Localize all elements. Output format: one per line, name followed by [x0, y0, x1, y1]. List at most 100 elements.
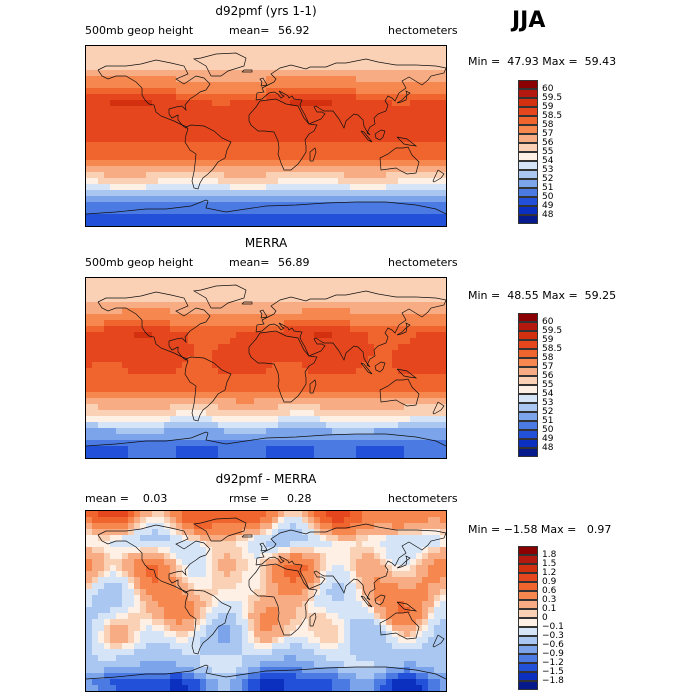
field-cell: [392, 595, 399, 602]
field-cell: [362, 148, 369, 155]
field-cell: [218, 202, 225, 209]
field-cell: [110, 332, 117, 339]
field-cell: [146, 52, 153, 59]
field-cell: [392, 625, 399, 632]
field-cell: [440, 547, 446, 554]
field-cell: [368, 46, 375, 53]
field-cell: [404, 589, 411, 596]
field-cell: [110, 571, 117, 578]
field-cell: [278, 428, 285, 435]
field-cell: [320, 278, 327, 285]
field-cell: [308, 541, 315, 548]
field-cell: [416, 547, 423, 554]
field-cell: [122, 362, 129, 369]
field-cell: [152, 583, 159, 590]
field-cell: [416, 428, 423, 435]
field-cell: [92, 511, 99, 518]
field-cell: [188, 284, 195, 291]
field-cell: [92, 320, 99, 327]
field-cell: [416, 356, 423, 363]
field-cell: [242, 529, 249, 536]
field-cell: [260, 154, 267, 161]
field-cell: [134, 452, 141, 458]
field-cell: [170, 106, 177, 113]
field-cell: [434, 619, 441, 626]
field-cell: [332, 625, 339, 632]
field-cell: [194, 142, 201, 149]
field-cell: [374, 338, 381, 345]
field-cell: [362, 142, 369, 149]
field-cell: [338, 404, 345, 411]
field-cell: [320, 517, 327, 524]
field-cell: [146, 559, 153, 566]
field-cell: [224, 380, 231, 387]
field-cell: [422, 410, 429, 417]
field-cell: [314, 452, 321, 458]
field-cell: [428, 202, 435, 209]
field-cell: [272, 529, 279, 536]
field-cell: [284, 58, 291, 65]
field-cell: [152, 190, 159, 197]
field-cell: [380, 577, 387, 584]
field-cell: [398, 446, 405, 453]
field-cell: [416, 440, 423, 447]
field-cell: [338, 356, 345, 363]
field-cell: [122, 94, 129, 101]
field-cell: [314, 278, 321, 285]
field-cell: [368, 100, 375, 107]
field-cell: [134, 583, 141, 590]
field-cell: [128, 577, 135, 584]
field-cell: [434, 112, 441, 119]
field-cell: [170, 64, 177, 71]
field-cell: [398, 440, 405, 447]
field-cell: [116, 76, 123, 83]
field-cell: [86, 535, 93, 542]
field-cell: [278, 595, 285, 602]
field-cell: [416, 404, 423, 411]
field-cell: [188, 386, 195, 393]
field-cell: [302, 76, 309, 83]
field-cell: [182, 535, 189, 542]
field-cell: [290, 583, 297, 590]
field-cell: [308, 70, 315, 77]
field-cell: [440, 46, 446, 53]
field-cell: [206, 202, 213, 209]
field-cell: [98, 82, 105, 89]
field-cell: [362, 338, 369, 345]
field-cell: [278, 76, 285, 83]
field-cell: [230, 386, 237, 393]
field-cell: [314, 356, 321, 363]
field-cell: [140, 535, 147, 542]
field-cell: [86, 46, 93, 53]
field-cell: [296, 196, 303, 203]
field-cell: [212, 577, 219, 584]
field-cell: [218, 422, 225, 429]
field-cell: [266, 160, 273, 167]
field-cell: [428, 64, 435, 71]
field-cell: [218, 136, 225, 143]
field-cell: [86, 619, 93, 626]
field-cell: [386, 124, 393, 131]
field-cell: [344, 70, 351, 77]
field-cell: [86, 595, 93, 602]
field-cell: [416, 398, 423, 405]
field-cell: [302, 184, 309, 191]
field-cell: [98, 220, 105, 226]
field-cell: [296, 58, 303, 65]
field-cell: [188, 118, 195, 125]
field-cell: [332, 58, 339, 65]
field-cell: [320, 362, 327, 369]
field-cell: [194, 46, 201, 53]
coastline: [396, 368, 418, 379]
field-cell: [350, 541, 357, 548]
field-cell: [236, 631, 243, 638]
field-cell: [290, 148, 297, 155]
field-cell: [266, 404, 273, 411]
field-cell: [134, 416, 141, 423]
field-cell: [176, 64, 183, 71]
field-cell: [410, 410, 417, 417]
field-cell: [284, 517, 291, 524]
field-cell: [236, 625, 243, 632]
field-cell: [98, 631, 105, 638]
field-cell: [374, 565, 381, 572]
